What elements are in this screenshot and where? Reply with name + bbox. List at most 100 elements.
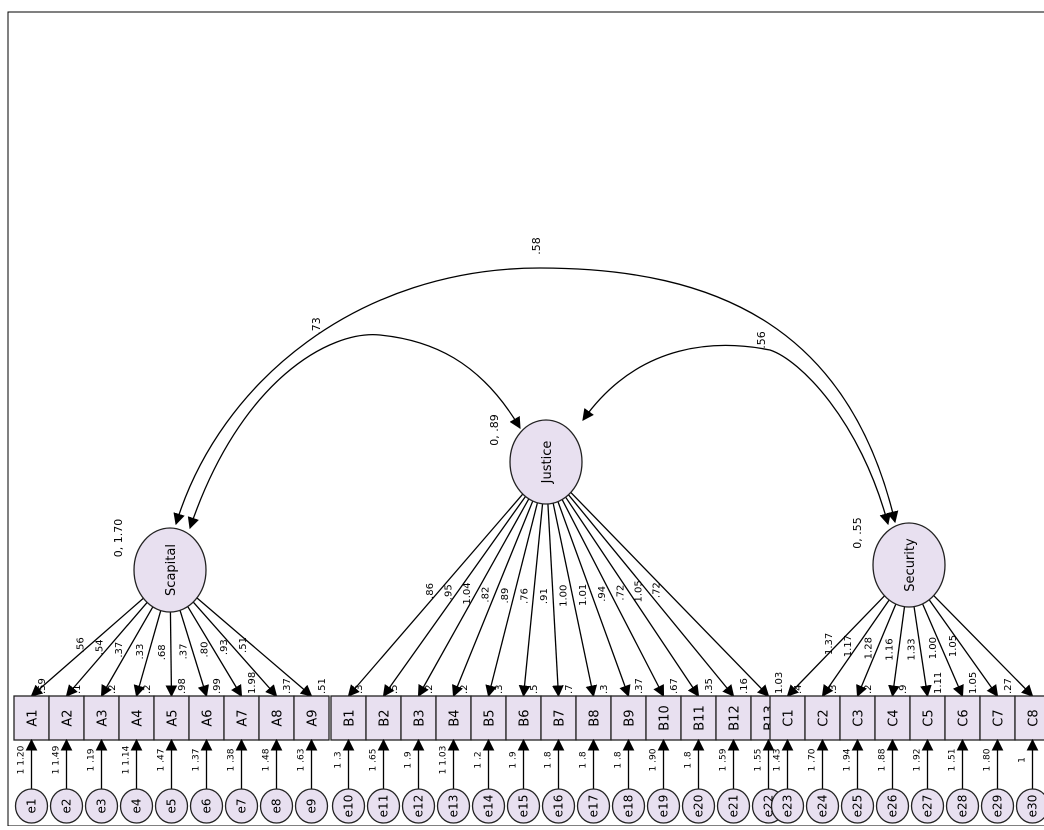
observed-label: B6	[518, 709, 533, 726]
latent-variance-label: 0, .55	[851, 517, 864, 549]
error-path-label: 1 .8	[684, 751, 694, 768]
error-path-label: 1 .94	[843, 748, 853, 771]
observed-layer: A1.59A2.1A3.2A4.2A5.98A6.99A71.98A8.37A9…	[14, 672, 1044, 740]
error-label: e13	[447, 795, 461, 818]
error-label: e1	[25, 798, 39, 813]
error-path-label: 1 .38	[227, 748, 237, 771]
error-label: e23	[781, 795, 795, 818]
error-path-label: 1 .8	[614, 751, 624, 768]
observed-intercept-label: 1.05	[968, 672, 979, 694]
loading-label: .37	[179, 644, 190, 660]
loading-label: .33	[135, 644, 146, 660]
observed-label: A5	[166, 709, 181, 726]
observed-label: A8	[271, 709, 286, 726]
observed-intercept-label: .1	[72, 684, 83, 694]
error-path-label: 1 1.20	[17, 745, 27, 774]
observed-intercept-label: .2	[107, 684, 118, 694]
loading-label: .54	[94, 639, 105, 655]
loading-label: .68	[157, 644, 168, 660]
error-label: e18	[622, 795, 636, 818]
loading-label: 1.17	[843, 635, 854, 657]
observed-intercept-label: .5	[389, 684, 400, 694]
observed-intercept-label: .5	[529, 684, 540, 694]
loading-label: 1.00	[559, 585, 570, 607]
covariance-label: .58	[530, 237, 543, 255]
observed-intercept-label: .27	[1003, 678, 1014, 694]
observed-label: B4	[448, 709, 463, 726]
latent-variance-label: 0, .89	[488, 414, 501, 446]
observed-label: C8	[1027, 709, 1042, 726]
observed-intercept-label: .2	[142, 684, 153, 694]
observed-label: B7	[553, 709, 568, 726]
observed-label: C1	[782, 709, 797, 726]
error-path-label: 1 .19	[87, 748, 97, 771]
error-path-label: 1 .80	[983, 748, 993, 771]
loading-label: 1.04	[462, 582, 473, 604]
observed-label: A1	[26, 709, 41, 726]
observed-label: A2	[61, 709, 76, 726]
loading-label: .89	[500, 588, 511, 604]
observed-intercept-label: .2	[424, 684, 435, 694]
observed-label: C3	[852, 709, 867, 726]
observed-intercept-label: .35	[704, 678, 715, 694]
observed-intercept-label: .3	[599, 684, 610, 694]
loading-path-a5	[170, 612, 171, 696]
error-label: e25	[851, 795, 865, 818]
observed-label: B5	[483, 709, 498, 726]
error-path-label: 1 .59	[719, 748, 729, 771]
observed-label: B12	[728, 705, 743, 730]
loading-label: 1.01	[578, 584, 589, 606]
error-label: e21	[727, 795, 741, 818]
error-label: e8	[270, 798, 284, 813]
observed-intercept-label: 1.03	[774, 672, 785, 694]
loading-label: 1.37	[824, 633, 835, 655]
error-path-label: 1 .8	[579, 751, 589, 768]
error-label: e19	[657, 795, 671, 818]
observed-intercept-label: 1.98	[247, 672, 258, 694]
loading-label: .72	[652, 582, 663, 598]
error-label: e28	[956, 795, 970, 818]
loading-label: .91	[539, 588, 550, 604]
observed-intercept-label: .7	[564, 684, 575, 694]
loading-label: .82	[481, 587, 492, 603]
observed-intercept-label: .4	[793, 684, 804, 694]
loading-label: 1.05	[948, 635, 959, 657]
observed-intercept-label: .51	[317, 678, 328, 694]
error-label: e26	[886, 795, 900, 818]
error-label: e14	[482, 795, 496, 818]
error-label: e29	[991, 795, 1005, 818]
latent-label: Justice	[540, 441, 555, 485]
error-label: e4	[130, 798, 144, 813]
error-path-label: 1 .48	[262, 748, 272, 771]
observed-label: B8	[588, 709, 603, 726]
observed-label: B9	[623, 709, 638, 726]
error-path-label: 1 .63	[297, 749, 307, 772]
error-path-label: 1 .70	[808, 748, 818, 771]
error-path-label: 1 .9	[509, 751, 519, 768]
error-label: e6	[200, 798, 214, 813]
observed-label: A3	[96, 709, 111, 726]
loading-label: .72	[615, 585, 626, 601]
observed-intercept-label: .59	[37, 678, 48, 694]
loading-label: 1.28	[863, 637, 874, 659]
error-path-label: 1 .90	[649, 748, 659, 771]
error-path-label: 1 .92	[913, 749, 923, 772]
loading-label: .37	[114, 642, 125, 658]
error-path-label: 1 .3	[334, 751, 344, 768]
error-path-label: 1 .51	[948, 749, 958, 772]
observed-intercept-label: .3	[494, 684, 505, 694]
error-label: e11	[377, 795, 391, 818]
error-label: e12	[412, 795, 426, 818]
observed-intercept-label: .98	[177, 678, 188, 694]
error-path-label: 1 .9	[404, 751, 414, 768]
observed-intercept-label: .37	[634, 678, 645, 694]
loading-label: 1.05	[634, 580, 645, 602]
error-label: e3	[95, 798, 109, 813]
covariance-arc-justice-security	[583, 345, 888, 524]
error-label: e20	[692, 795, 706, 818]
loading-label: .86	[425, 583, 436, 599]
loading-path-a1	[32, 598, 144, 696]
error-label: e17	[587, 795, 601, 818]
